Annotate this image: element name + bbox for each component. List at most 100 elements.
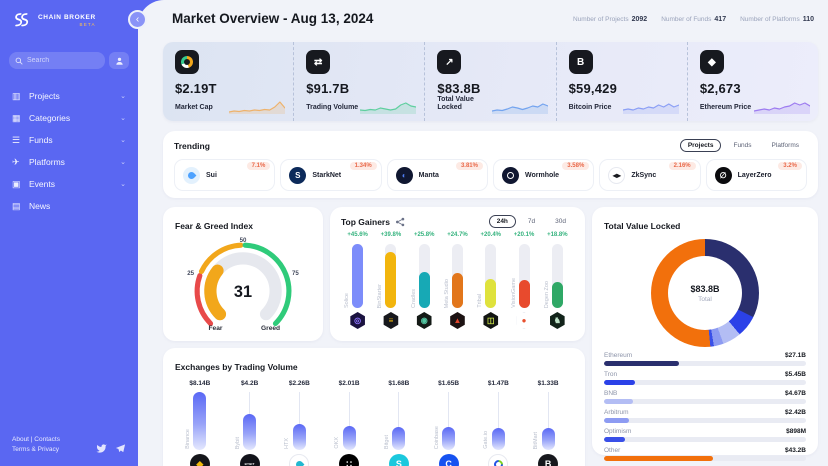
- tribal-logo: ◫: [483, 312, 499, 329]
- trending-card-sui[interactable]: Sui 7.1%: [174, 159, 276, 191]
- trending-name: ZkSync: [631, 171, 657, 179]
- sidebar-item-projects[interactable]: ▥ Projects ⌄: [0, 85, 138, 107]
- gainer-bar-track: BinStarter: [377, 244, 397, 308]
- terms-privacy-link[interactable]: Terms & Privacy: [12, 446, 59, 453]
- tvl-legend: Ethereum $27.1B Tron $5.45B BNB $4.67B Arbitru…: [604, 352, 806, 461]
- legend-bar-fill: [604, 418, 630, 423]
- header-stat-value: 110: [802, 16, 814, 23]
- stat-card-market-cap: $2.19T Market Cap: [163, 42, 295, 121]
- gainer-cradles[interactable]: +25.8% Cradles ◉: [408, 232, 441, 329]
- bitmart-logo: B: [538, 454, 559, 466]
- stat-card-ethereum-price: ◆ $2,673 Ethereum Price: [688, 42, 818, 121]
- gainer-degen-zoo[interactable]: +18.8% Degen Zoo ♞: [541, 232, 574, 329]
- exchange-binance[interactable]: $8.14B Binance ◆: [175, 380, 225, 466]
- exchange-okx[interactable]: $2.01B OKX ∷: [324, 380, 374, 466]
- chevron-down-icon: ⌄: [120, 137, 126, 144]
- gainer-visiongame[interactable]: +20.1% VisionGame ●: [507, 232, 540, 329]
- stat-card-label: Ethereum Price: [699, 104, 752, 112]
- search-input[interactable]: [27, 57, 97, 64]
- top-gainers-title: Top Gainers: [341, 216, 390, 227]
- exchange-bar-fill: [541, 428, 555, 450]
- gainer-meta-studio[interactable]: +24.7% Meta Studio ▲: [441, 232, 474, 329]
- sidebar-item-news[interactable]: ▤ News: [0, 195, 138, 217]
- gainer-bar-fill: [451, 273, 463, 308]
- sidebar-item-platforms[interactable]: ✈ Platforms ⌄: [0, 151, 138, 173]
- gainer-change: +45.6%: [347, 232, 368, 238]
- gainer-name: Tribal: [477, 294, 484, 308]
- gainer-bar-track: Cradles: [411, 244, 430, 308]
- sidebar-item-categories[interactable]: ▦ Categories ⌄: [0, 107, 138, 129]
- layerzero-logo: ∅: [714, 166, 732, 184]
- legend-bar-fill: [604, 380, 636, 385]
- sidebar-item-label: Projects: [29, 91, 60, 101]
- trending-tab-platforms[interactable]: Platforms: [771, 142, 799, 149]
- about-contacts-link[interactable]: About | Contacts: [12, 436, 60, 443]
- meta-studio-logo: ▲: [450, 312, 465, 329]
- period-tab-7d[interactable]: 7d: [527, 218, 536, 225]
- period-tab-30d[interactable]: 30d: [555, 218, 566, 225]
- ethereum-icon: ◆: [699, 50, 724, 74]
- trending-card-zksync[interactable]: ◂▸ ZkSync 2.16%: [599, 159, 701, 191]
- exchange-bar-area: Bitget: [374, 392, 424, 450]
- legend-value: $2.42B: [785, 409, 806, 416]
- brand-name: CHAIN BROKER: [38, 13, 96, 21]
- legend-value: $43.2B: [785, 447, 806, 454]
- exchange-bar-fill: [491, 428, 505, 450]
- exchange-gateio[interactable]: $1.47B Gate.io: [474, 380, 524, 466]
- telegram-icon[interactable]: [115, 443, 126, 454]
- period-tab-24h[interactable]: 24h: [488, 215, 516, 228]
- gainer-bar-track: Meta Studio: [444, 244, 463, 308]
- exchange-htx[interactable]: $2.26B HTX: [275, 380, 325, 466]
- trending-tab-projects[interactable]: Projects: [679, 139, 722, 152]
- tvl-title: Total Value Locked: [604, 221, 681, 231]
- bybit-logo: BYBIT: [239, 454, 260, 466]
- twitter-icon[interactable]: [96, 443, 107, 454]
- exchange-name: Binance: [184, 429, 191, 449]
- exchange-bar-fill: [342, 426, 356, 450]
- visiongame-logo: ●: [516, 312, 532, 329]
- trending-card-layerzero[interactable]: ∅ LayerZero 3.2%: [705, 159, 807, 191]
- exchange-bitget[interactable]: $1.68B Bitget S: [374, 380, 424, 466]
- user-button[interactable]: [109, 52, 129, 69]
- sidebar-item-events[interactable]: ▣ Events ⌄: [0, 173, 138, 195]
- stat-card-bitcoin-price: B $59,429 Bitcoin Price: [557, 42, 688, 121]
- search-box[interactable]: [9, 52, 105, 69]
- legend-value: $898M: [786, 428, 806, 435]
- gainer-tribal[interactable]: +20.4% Tribal ◫: [474, 232, 507, 329]
- exchange-bybit[interactable]: $4.2B Bybit BYBIT: [225, 380, 275, 466]
- legend-line: BNB $4.67B: [604, 390, 806, 397]
- gainer-binstarter[interactable]: +39.8% BinStarter ≡: [374, 232, 407, 329]
- sidebar-collapse-button[interactable]: ‹: [128, 10, 147, 29]
- gainer-name: VisionGame: [510, 278, 517, 308]
- sidebar-item-label: Platforms: [29, 157, 65, 167]
- exchange-name: Coinbase: [433, 425, 440, 449]
- exchange-volume: $2.26B: [288, 380, 310, 387]
- trending-card-manta[interactable]: ◐ Manta 3.81%: [386, 159, 488, 191]
- top-gainers-bars: +45.6% Solice ◎ +39.8% BinStarter ≡ +25.8% Crad…: [341, 232, 574, 329]
- chevron-down-icon: ⌄: [120, 159, 126, 166]
- gainer-name: Cradles: [410, 289, 417, 308]
- stat-card-label: Total Value Locked: [437, 95, 474, 112]
- bar-stem: [448, 392, 450, 450]
- trending-card-starknet[interactable]: S StarkNet 1.34%: [280, 159, 382, 191]
- legend-row-other: Other $43.2B: [604, 447, 806, 461]
- legend-line: Tron $5.45B: [604, 371, 806, 378]
- starknet-logo: S: [289, 166, 307, 184]
- stat-card-value: $2,673: [699, 81, 741, 96]
- gainer-change: +24.7%: [447, 232, 468, 238]
- exchange-coinbase[interactable]: $1.65B Coinbase C: [424, 380, 474, 466]
- bar-stem: [348, 392, 350, 450]
- trending-card-wormhole[interactable]: Wormhole 3.58%: [492, 159, 595, 191]
- trending-change-badge: 3.2%: [778, 162, 802, 170]
- header-stats: Number of Projects 2092 Number of Funds 417…: [573, 16, 814, 23]
- sidebar-item-funds[interactable]: ☰ Funds ⌄: [0, 129, 138, 151]
- top-gainers-panel: Top Gainers 24h 7d 30d +45.6% Solice ◎ +39.8%…: [330, 207, 585, 341]
- legend-row-optimism: Optimism $898M: [604, 428, 806, 442]
- exchange-bitmart[interactable]: $1.33B BitMart B: [523, 380, 573, 466]
- header-stat: Number of Platforms 110: [740, 16, 814, 23]
- share-icon[interactable]: [395, 217, 405, 227]
- trending-change-badge: 3.81%: [455, 162, 483, 170]
- user-icon: [115, 57, 123, 65]
- trending-tab-funds[interactable]: Funds: [733, 142, 752, 149]
- gainer-solice[interactable]: +45.6% Solice ◎: [341, 232, 374, 329]
